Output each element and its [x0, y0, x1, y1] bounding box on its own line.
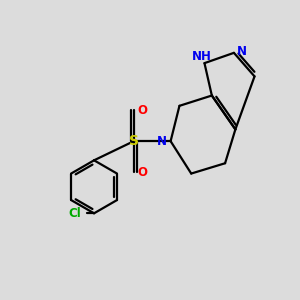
- Text: O: O: [138, 166, 148, 178]
- Text: S: S: [129, 134, 139, 148]
- Text: NH: NH: [192, 50, 212, 63]
- Text: Cl: Cl: [68, 207, 81, 220]
- Text: O: O: [138, 104, 148, 117]
- Text: N: N: [237, 45, 247, 58]
- Text: N: N: [158, 135, 167, 148]
